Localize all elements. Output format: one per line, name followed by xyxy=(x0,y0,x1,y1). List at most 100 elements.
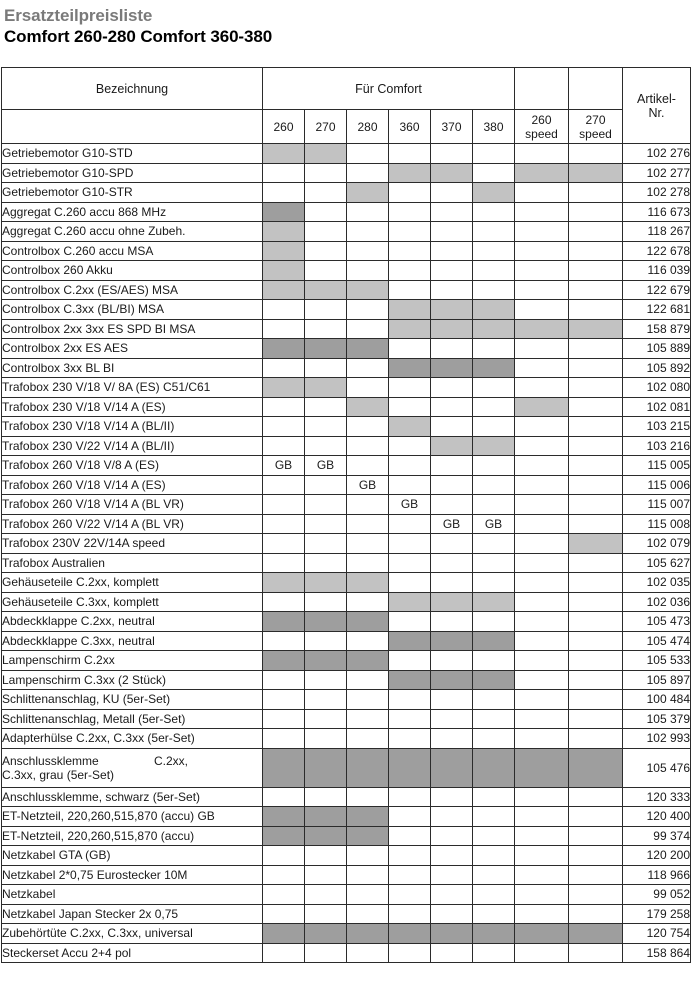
table-row: Zubehörtüte C.2xx, C.3xx, universal 120 7… xyxy=(1,923,691,944)
article-header-line2: Nr. xyxy=(648,105,665,120)
row-model-cell xyxy=(568,864,623,885)
row-model-cell xyxy=(304,747,347,788)
row-model-cell xyxy=(346,240,389,261)
row-model-cell xyxy=(568,396,623,417)
row-model-cell xyxy=(514,591,569,612)
row-model-cell xyxy=(346,650,389,671)
row-description: Trafobox 230 V/18 V/14 A (ES) xyxy=(1,396,263,417)
row-description: Gehäuseteile C.3xx, komplett xyxy=(1,591,263,612)
row-model-cell xyxy=(262,474,305,495)
row-model-cell xyxy=(514,279,569,300)
row-model-cell xyxy=(472,747,515,788)
row-model-cell xyxy=(472,630,515,651)
row-model-cell xyxy=(262,903,305,924)
row-description: ET-Netzteil, 220,260,515,870 (accu) xyxy=(1,825,263,846)
row-model-cell xyxy=(346,396,389,417)
row-model-cell xyxy=(514,162,569,183)
spare-parts-price-table: Bezeichnung Für Comfort Artikel- Nr. 260… xyxy=(1,67,691,963)
row-model-cell xyxy=(430,240,473,261)
table-row: Controlbox C.260 accu MSA 122 678 xyxy=(1,240,691,261)
row-model-cell xyxy=(568,299,623,320)
row-model-cell xyxy=(304,435,347,456)
row-model-cell xyxy=(388,552,431,573)
row-article-number: 105 897 xyxy=(622,669,691,690)
column-header-blank-270speed xyxy=(568,67,623,110)
row-model-cell xyxy=(568,474,623,495)
row-model-cell xyxy=(262,689,305,710)
row-model-cell xyxy=(472,338,515,359)
table-row: Trafobox Australien 105 627 xyxy=(1,552,691,573)
row-model-cell xyxy=(472,591,515,612)
row-model-cell xyxy=(388,318,431,339)
table-row: Abdeckklappe C.3xx, neutral 105 474 xyxy=(1,630,691,651)
row-model-cell xyxy=(472,552,515,573)
row-model-cell xyxy=(388,591,431,612)
column-header-article-number: Artikel- Nr. xyxy=(622,67,691,144)
table-row: Gehäuseteile C.2xx, komplett 102 035 xyxy=(1,572,691,593)
row-model-cell xyxy=(346,591,389,612)
row-description: Gehäuseteile C.2xx, komplett xyxy=(1,572,263,593)
row-model-cell xyxy=(346,669,389,690)
row-model-cell xyxy=(304,201,347,222)
row-model-cell xyxy=(346,611,389,632)
row-model-cell xyxy=(430,864,473,885)
row-model-cell xyxy=(388,455,431,476)
subheader-model-270-speed-sub: speed xyxy=(579,126,612,141)
table-body: Getriebemotor G10-STD 102 276 Getriebemoto… xyxy=(1,143,691,963)
row-model-cell xyxy=(262,494,305,515)
subheader-model-370: 370 xyxy=(430,109,473,144)
row-model-cell xyxy=(430,435,473,456)
row-model-cell xyxy=(568,201,623,222)
row-model-cell xyxy=(430,630,473,651)
row-model-cell xyxy=(568,357,623,378)
row-model-cell xyxy=(388,650,431,671)
row-description: Zubehörtüte C.2xx, C.3xx, universal xyxy=(1,923,263,944)
table-row: Anschlussklemme C.2xx, C.3xx, grau (5er-Se… xyxy=(1,747,691,788)
row-model-cell xyxy=(514,942,569,963)
row-model-cell xyxy=(346,338,389,359)
row-model-cell xyxy=(472,221,515,242)
table-row: Aggregat C.260 accu ohne Zubeh. 118 267 xyxy=(1,221,691,242)
row-description: Controlbox 260 Akku xyxy=(1,260,263,281)
row-model-cell xyxy=(304,903,347,924)
table-row: Netzkabel Japan Stecker 2x 0,75 179 258 xyxy=(1,903,691,924)
subheader-model-380-label: 380 xyxy=(483,119,504,134)
row-model-cell xyxy=(514,260,569,281)
row-model-cell xyxy=(430,474,473,495)
row-model-cell xyxy=(388,630,431,651)
row-model-cell xyxy=(472,572,515,593)
row-model-cell xyxy=(568,903,623,924)
table-row: Trafobox 230 V/18 V/14 A (ES) 102 081 xyxy=(1,396,691,417)
page-title-secondary: Comfort 260-280 Comfort 360-380 xyxy=(4,27,273,46)
row-model-cell xyxy=(472,377,515,398)
row-model-cell xyxy=(388,338,431,359)
row-article-number: 105 476 xyxy=(622,747,691,788)
row-model-cell xyxy=(262,162,305,183)
row-description-line1: Anschlussklemme C.2xx, xyxy=(2,754,262,768)
row-model-cell xyxy=(388,786,431,807)
row-description: Trafobox 230 V/18 V/ 8A (ES) C51/C61 xyxy=(1,377,263,398)
table-row: Gehäuseteile C.3xx, komplett 102 036 xyxy=(1,591,691,612)
table-row: Trafobox 230 V/18 V/14 A (BL/II) 103 215 xyxy=(1,416,691,437)
row-model-cell xyxy=(514,884,569,905)
row-description-part-a: Anschlussklemme xyxy=(2,753,99,768)
table-header-row-sub: 260 270 280 360 370 380 260 speed 270 sp… xyxy=(1,109,691,144)
row-model-cell xyxy=(346,494,389,515)
row-description: Trafobox 260 V/18 V/14 A (ES) xyxy=(1,474,263,495)
row-model-cell xyxy=(388,572,431,593)
row-model-cell xyxy=(304,669,347,690)
row-model-cell xyxy=(262,240,305,261)
row-model-cell xyxy=(430,591,473,612)
row-model-cell xyxy=(430,416,473,437)
row-model-cell xyxy=(262,435,305,456)
row-model-cell xyxy=(304,260,347,281)
row-model-cell xyxy=(346,435,389,456)
row-model-cell xyxy=(388,474,431,495)
row-model-cell xyxy=(430,396,473,417)
row-model-cell xyxy=(304,689,347,710)
table-row: Abdeckklappe C.2xx, neutral 105 473 xyxy=(1,611,691,632)
table-row: Getriebemotor G10-STD 102 276 xyxy=(1,143,691,164)
subheader-model-260-speed-sub: speed xyxy=(525,126,558,141)
row-model-cell xyxy=(472,474,515,495)
row-model-cell xyxy=(304,240,347,261)
